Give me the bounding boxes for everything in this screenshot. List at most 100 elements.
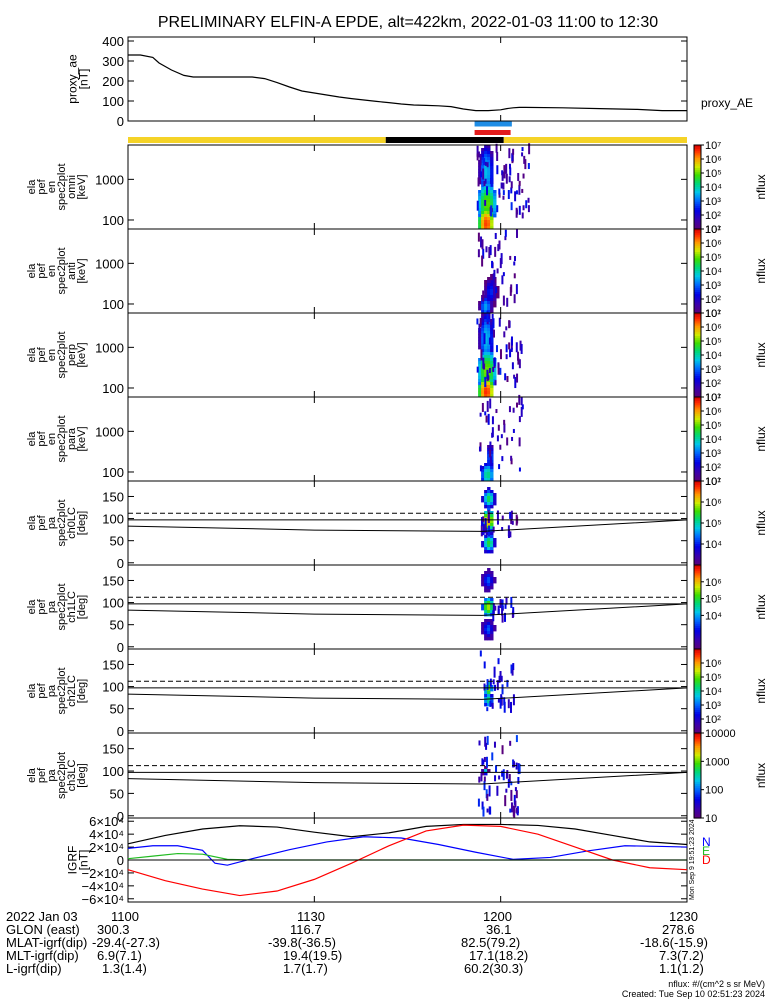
spectrogram-cell: [484, 574, 488, 578]
panel-ch0LC-colorbar-segment: [694, 541, 701, 545]
panel-ae-ylabel: proxy_ae[nT]: [66, 54, 91, 104]
panel-anti-colorbar-segment: [694, 294, 701, 297]
spectrogram-sparse-cell: [480, 772, 483, 782]
spectrogram-cell: [490, 310, 494, 314]
panel-ch2LC-heatmap: [479, 650, 515, 713]
panel-ch3LC-ylabel-line: spec2plot: [56, 752, 68, 799]
panel-omni-colorbar-segment: [694, 153, 701, 157]
spectrogram-cell: [484, 217, 488, 221]
panel-ch1LC-zlabel: nflux: [754, 594, 768, 619]
spectrogram-cell: [490, 475, 494, 479]
panel-ch1LC-colorbar-label: 10⁵: [705, 594, 722, 606]
spectrogram-sparse-cell: [489, 678, 492, 687]
spectrogram-cell: [487, 463, 491, 467]
spectrogram-cell: [484, 550, 488, 554]
spectrogram-cell: [484, 316, 488, 320]
panel-para-colorbar-segment: [694, 434, 701, 438]
orbit-bar-segment-yellow: [503, 137, 687, 143]
spectrogram-cell: [490, 286, 494, 290]
footer-label-date: 2022 Jan 03: [6, 909, 78, 924]
spectrogram-sparse-cell: [484, 524, 487, 533]
spectrogram-sparse-cell: [515, 735, 518, 743]
spectrogram-sparse-cell: [492, 603, 495, 615]
spectrogram-cell: [487, 334, 491, 338]
panel-igrf-series-total: [127, 823, 688, 846]
spectrogram-cell: [481, 625, 485, 629]
spectrogram-cell: [478, 388, 482, 392]
spectrogram-cell: [478, 367, 482, 371]
spectrogram-sparse-cell: [482, 759, 485, 765]
spectrogram-cell: [484, 220, 488, 224]
panel-ch0LC-colorbar-segment: [694, 493, 701, 497]
panel-ch1LC-colorbar-segment: [694, 621, 701, 625]
panel-ch0LC-colorbar-segment: [694, 508, 701, 511]
spectrogram-cell: [487, 688, 491, 692]
footer-label-mlt: MLT-igrf(dip): [6, 948, 79, 963]
spectrogram-sparse-cell: [509, 167, 512, 176]
panel-para-colorbar-segment: [694, 447, 701, 451]
spectrogram-cell: [481, 370, 485, 374]
panel-ch0LC-colorbar-segment: [694, 518, 701, 522]
spectrogram-cell: [490, 547, 494, 551]
spectrogram-sparse-cell: [501, 275, 504, 285]
panel-para-colorbar-segment: [694, 439, 701, 442]
spectrogram-cell: [478, 214, 482, 218]
panel-ch1LC-colorbar-segment: [694, 569, 701, 572]
spectrogram-cell: [484, 280, 488, 284]
spectrogram-cell: [490, 226, 494, 230]
spectrogram-sparse-cell: [512, 148, 515, 155]
panel-ch3LC-colorbar-segment: [694, 737, 701, 740]
panel-omni-colorbar-segment: [694, 212, 701, 215]
panel-anti-colorbar-segment: [694, 262, 701, 266]
spectrogram-sparse-cell: [512, 694, 515, 706]
spectrogram-cell: [481, 187, 485, 191]
panel-ch2LC-colorbar-segment: [694, 714, 701, 717]
panel-ch0LC-loss-cone-line: [127, 519, 688, 532]
spectrogram-sparse-cell: [496, 785, 499, 796]
spectrogram-sparse-cell: [495, 409, 498, 414]
panel-ch3LC-colorbar-segment: [694, 754, 701, 757]
panel-ch1LC-colorbar-segment: [694, 634, 701, 637]
panel-anti-colorbar-segment: [694, 254, 701, 257]
spectrogram-cell: [484, 607, 488, 611]
spectrogram-sparse-cell: [489, 456, 492, 464]
spectrogram-cell: [493, 298, 497, 302]
panel-ch3LC-colorbar-frame: [693, 732, 702, 819]
panel-igrf-ytick-label: −4×10⁴: [82, 879, 124, 894]
spectrogram-cell: [490, 604, 494, 608]
spectrogram-sparse-cell: [494, 380, 497, 386]
panel-ch0LC-colorbar-label: 10⁶: [705, 497, 722, 509]
spectrogram-cell: [490, 349, 494, 353]
panel-anti-colorbar-segment: [694, 247, 701, 251]
spectrogram-cell: [490, 577, 494, 581]
panel-omni-colorbar-segment: [694, 214, 701, 217]
panel-ch2LC-colorbar-segment: [694, 670, 701, 673]
spectrogram-cell: [490, 454, 494, 458]
spectrogram-cell: [484, 538, 488, 542]
spectrogram-cell: [481, 541, 485, 545]
spectrogram-cell: [484, 628, 488, 632]
spectrogram-sparse-cell: [499, 367, 502, 375]
spectrogram-cell: [487, 367, 491, 371]
panel-ch2LC-colorbar-segment: [694, 667, 701, 671]
spectrogram-cell: [487, 547, 491, 551]
panel-anti-colorbar-segment: [694, 302, 701, 306]
panel-ch3LC-colorbar-segment: [694, 775, 701, 779]
panel-ch0LC-colorbar-segment: [694, 523, 701, 526]
spectrogram-sparse-cell: [497, 698, 500, 703]
spectrogram-cell: [481, 391, 485, 395]
spectrogram-sparse-cell: [515, 228, 518, 238]
spectrogram-cell: [487, 199, 491, 203]
panel-anti-colorbar-segment: [694, 231, 701, 234]
panel-ch0LC-colorbar-segment: [694, 546, 701, 549]
panel-ch3LC-colorbar-segment: [694, 790, 701, 794]
panel-ch1LC-colorbar-segment: [694, 594, 701, 598]
panel-ch0LC-colorbar-segment: [694, 533, 701, 537]
panel-perp-heatmap: [476, 310, 523, 398]
footer-time-1230: 1230: [669, 909, 698, 924]
panel-perp-colorbar-segment: [694, 327, 701, 331]
spectrogram-cell: [490, 601, 494, 605]
footer-time-1130: 1130: [297, 909, 325, 924]
spectrogram-cell: [484, 598, 488, 602]
